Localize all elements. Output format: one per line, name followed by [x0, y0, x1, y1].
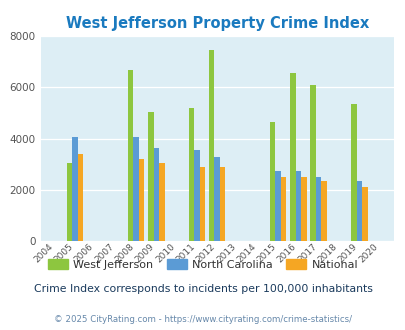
Bar	[220, 167, 225, 241]
Bar	[139, 159, 144, 241]
Bar	[269, 122, 275, 241]
Bar	[148, 112, 153, 241]
Bar	[128, 70, 133, 241]
Legend: West Jefferson, North Carolina, National: West Jefferson, North Carolina, National	[43, 255, 362, 274]
Bar	[275, 171, 280, 241]
Bar	[199, 167, 205, 241]
Bar	[290, 73, 295, 241]
Text: Crime Index corresponds to incidents per 100,000 inhabitants: Crime Index corresponds to incidents per…	[34, 284, 371, 294]
Bar	[356, 181, 361, 241]
Bar	[350, 104, 356, 241]
Bar	[194, 150, 199, 241]
Bar	[321, 181, 326, 241]
Bar	[67, 163, 72, 241]
Bar	[310, 85, 315, 241]
Bar	[188, 108, 194, 241]
Title: West Jefferson Property Crime Index: West Jefferson Property Crime Index	[66, 16, 368, 31]
Text: © 2025 CityRating.com - https://www.cityrating.com/crime-statistics/: © 2025 CityRating.com - https://www.city…	[54, 315, 351, 324]
Bar	[78, 154, 83, 241]
Bar	[301, 177, 306, 241]
Bar	[133, 137, 139, 241]
Bar	[153, 148, 159, 241]
Bar	[72, 137, 78, 241]
Bar	[295, 171, 301, 241]
Bar	[209, 50, 214, 241]
Bar	[280, 177, 286, 241]
Bar	[214, 156, 220, 241]
Bar	[315, 177, 321, 241]
Bar	[159, 163, 164, 241]
Bar	[361, 187, 367, 241]
